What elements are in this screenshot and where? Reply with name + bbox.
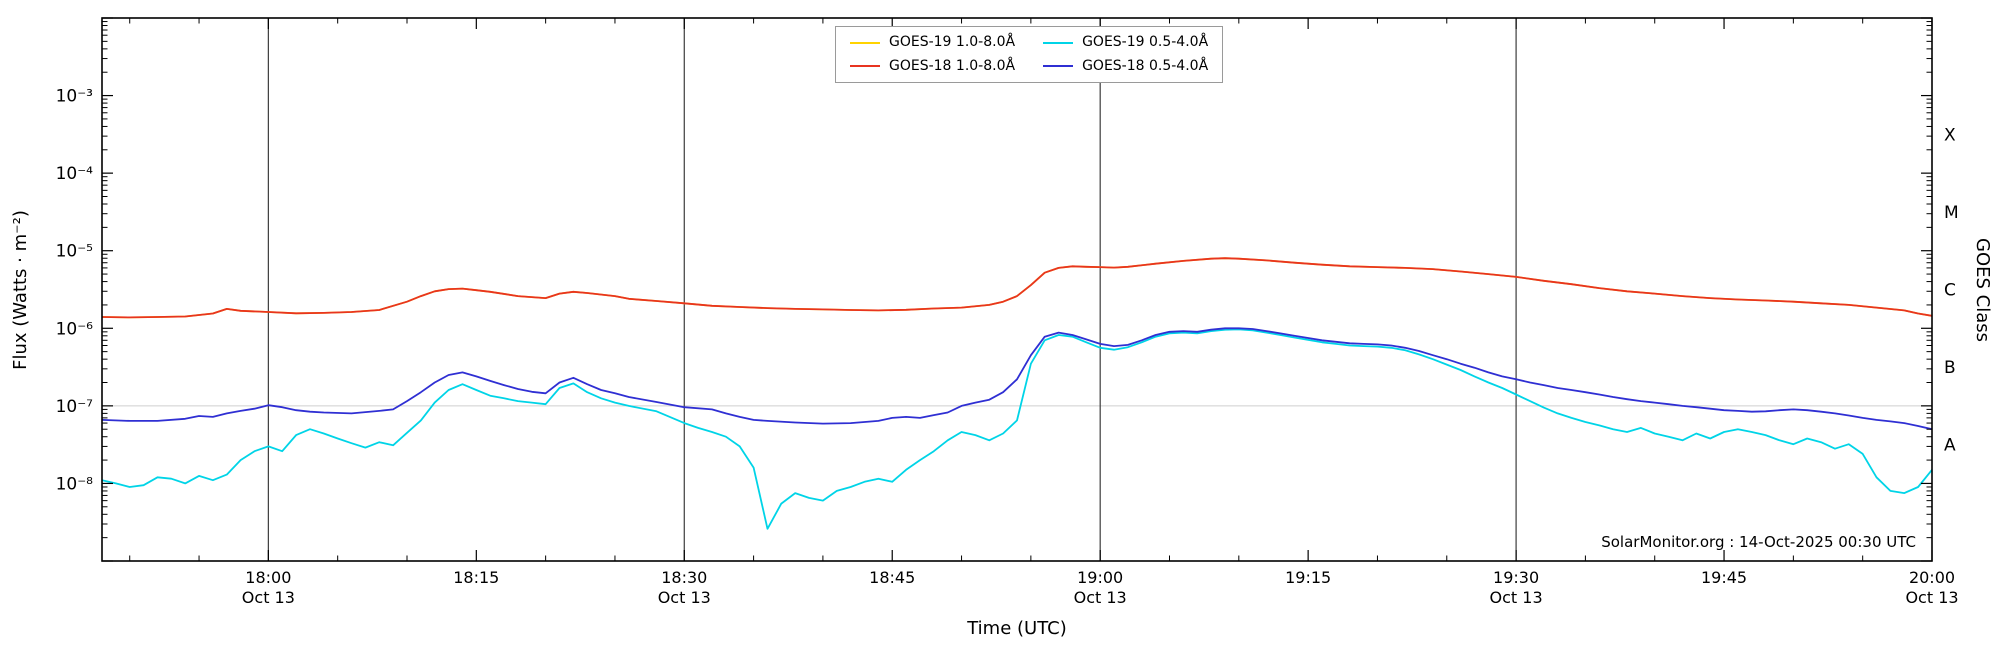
series-line-goes-19-1-0-8-0- [102, 257, 1932, 319]
x-tick-label: 18:30 [661, 568, 707, 587]
x-tick-label: 20:00 [1909, 568, 1955, 587]
legend-item: GOES-18 0.5-4.0Å [1043, 57, 1208, 77]
series-line-goes-18-1-0-8-0- [102, 257, 1932, 319]
x-tick-sublabel: Oct 13 [1905, 588, 1958, 607]
x-tick-label: 18:45 [869, 568, 915, 587]
y-tick-label: 10⁻⁴ [56, 164, 94, 184]
y-tick-label: 10⁻⁶ [56, 319, 94, 339]
legend-item: GOES-19 1.0-8.0Å [850, 33, 1015, 53]
series-group [102, 257, 1932, 530]
watermark-annotation: SolarMonitor.org : 14-Oct-2025 00:30 UTC [1601, 533, 1916, 551]
right-axis-title: GOES Class [1972, 238, 1993, 342]
x-tick-label: 18:15 [453, 568, 499, 587]
x-tick-label: 19:15 [1285, 568, 1331, 587]
x-axis-title: Time (UTC) [966, 618, 1067, 639]
legend-label: GOES-19 0.5-4.0Å [1082, 34, 1209, 50]
series-line-goes-19-0-5-4-0- [102, 328, 1932, 530]
legend-line-swatch [1043, 41, 1074, 44]
legend-label: GOES-19 1.0-8.0Å [889, 34, 1016, 50]
goes-class-label: A [1944, 436, 1956, 456]
goes-class-label: M [1944, 203, 1959, 223]
x-tick-sublabel: Oct 13 [242, 588, 295, 607]
x-tick-label: 19:30 [1493, 568, 1539, 587]
legend-line-swatch [850, 41, 880, 44]
goes-class-label: X [1944, 125, 1956, 145]
legend-item: GOES-19 0.5-4.0Å [1043, 33, 1208, 53]
y-axis-title: Flux (Watts · m⁻²) [10, 210, 31, 370]
legend-item: GOES-18 1.0-8.0Å [850, 57, 1015, 77]
legend-label: GOES-18 1.0-8.0Å [889, 57, 1016, 74]
legend-line-swatch [1043, 65, 1074, 68]
legend-label: GOES-18 0.5-4.0Å [1082, 57, 1209, 74]
series-line-goes-18-0-5-4-0- [102, 327, 1932, 431]
y-tick-label: 10⁻⁷ [56, 397, 94, 417]
x-tick-label: 19:00 [1077, 568, 1123, 587]
plot-frame [101, 17, 1933, 562]
y-tick-label: 10⁻⁸ [56, 474, 94, 494]
x-tick-sublabel: Oct 13 [658, 588, 711, 607]
legend: GOES-19 1.0-8.0Å GOES-19 0.5-4.0Å GOES-18 … [835, 26, 1224, 84]
goes-class-label: C [1944, 281, 1956, 301]
goes-class-label: B [1944, 358, 1956, 378]
y-tick-label: 10⁻⁵ [56, 242, 93, 262]
x-tick-label: 18:00 [245, 568, 291, 587]
y-tick-label: 10⁻³ [56, 87, 93, 107]
x-tick-label: 19:45 [1701, 568, 1747, 587]
legend-line-swatch [850, 65, 880, 68]
x-tick-sublabel: Oct 13 [1074, 588, 1127, 607]
x-tick-sublabel: Oct 13 [1490, 588, 1543, 607]
